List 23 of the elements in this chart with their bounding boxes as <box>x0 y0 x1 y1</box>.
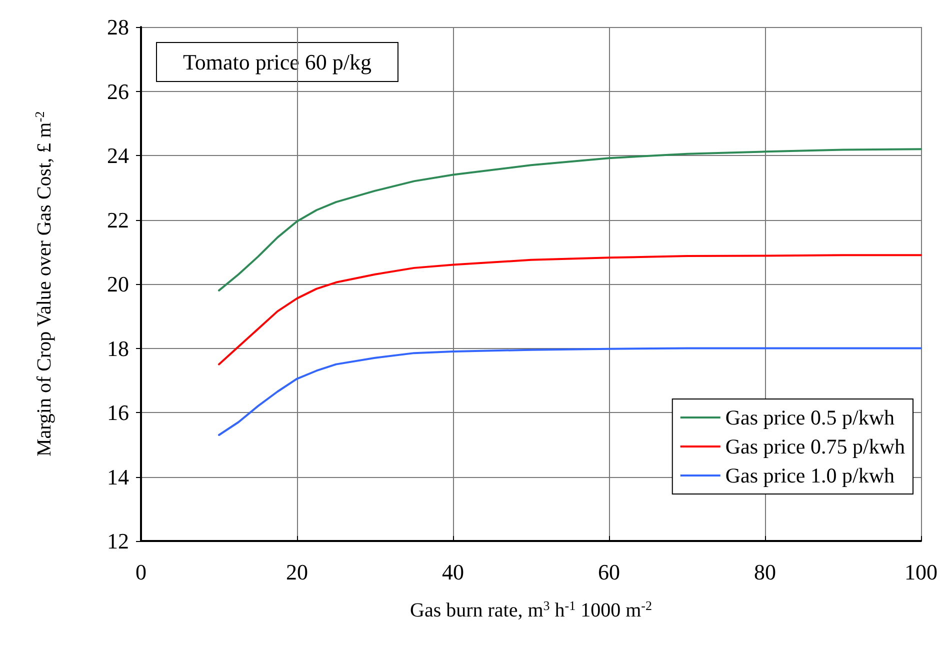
x-tick-label: 60 <box>598 560 620 584</box>
annotation: Tomato price 60 p/kg <box>183 50 372 74</box>
x-tick-label: 0 <box>136 560 146 584</box>
y-tick-label: 20 <box>107 272 129 296</box>
y-tick-label: 12 <box>107 528 129 554</box>
y-tick-label: 18 <box>107 336 129 361</box>
x-tick-label: 40 <box>442 560 464 584</box>
legend-label: Gas price 1.0 p/kwh <box>725 464 895 488</box>
y-tick-label: 28 <box>107 14 129 40</box>
line-series <box>218 254 922 366</box>
y-tick-label: 26 <box>107 78 129 104</box>
y-tick-label: 24 <box>107 143 129 168</box>
x-tick-label: 80 <box>754 560 776 584</box>
x-tick-label: 20 <box>286 560 308 584</box>
line-series <box>218 347 922 436</box>
line-series <box>218 148 922 292</box>
y-axis-title: Margin of Crop Value over Gas Cost, £ m-2 <box>32 111 56 457</box>
y-tick-label: 16 <box>107 400 129 425</box>
legend-label: Gas price 0.5 p/kwh <box>725 406 895 430</box>
x-tick-label: 100 <box>904 560 938 584</box>
y-tick-label: 14 <box>107 464 129 490</box>
legend-label: Gas price 0.75 p/kwh <box>725 434 906 458</box>
y-tick-label: 22 <box>107 207 129 232</box>
